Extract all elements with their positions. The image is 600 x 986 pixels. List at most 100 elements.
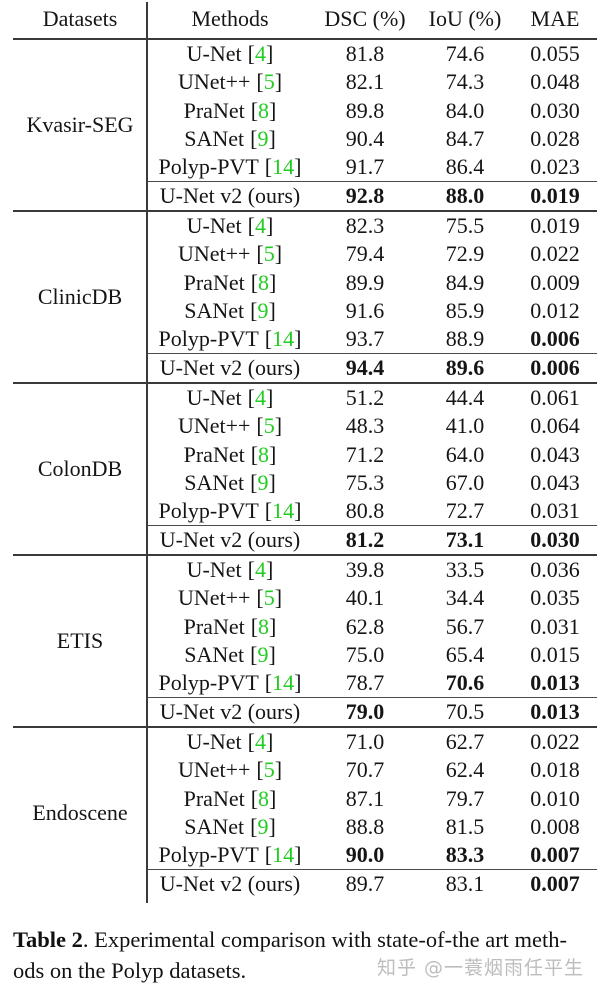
bracket-close: ] (274, 241, 283, 267)
table-row: U-Net v2 (ours) 81.2 73.1 0.030 (147, 526, 597, 554)
iou-value-cell: 33.5 (445, 557, 485, 583)
table-row: UNet++ [5] 70.7 62.4 0.018 (147, 756, 597, 784)
bracket-open: [ (264, 498, 273, 524)
citation-ref-number: 9 (257, 642, 269, 668)
dsc-value-cell: 75.3 (345, 470, 385, 496)
table-row: U-Net v2 (ours) 89.7 83.1 0.007 (147, 870, 597, 898)
table-row: U-Net [4] 82.3 75.5 0.019 (147, 212, 597, 240)
table-row: PraNet [8] 87.1 79.7 0.010 (147, 785, 597, 813)
ours-row-top-rule (147, 525, 597, 526)
method-rows: U-Net [4] 71.0 62.7 0.022 UNet++ [5] 70.7 62.4 0.… (147, 728, 597, 898)
table-row: U-Net v2 (ours) 79.0 70.5 0.013 (147, 698, 597, 726)
dataset-block: ClinicDB U-Net [4] 82.3 75.5 0.019 UNet++ [5] 79… (13, 212, 597, 384)
table-row: U-Net [4] 71.0 62.7 0.022 (147, 728, 597, 756)
bracket-open: [ (250, 470, 258, 496)
bracket-open: [ (256, 69, 264, 95)
mae-value-cell: 0.031 (530, 498, 580, 524)
bracket-close: ] (265, 385, 274, 411)
method-cell: UNet++ [5] (147, 756, 313, 784)
iou-value-cell: 75.5 (445, 213, 485, 239)
dsc-value-cell: 82.3 (345, 213, 385, 239)
mae-value-cell: 0.048 (530, 69, 580, 95)
citation-ref-number: 8 (258, 613, 270, 639)
method-name: Polyp-PVT (158, 670, 259, 696)
dsc-value-cell: 89.9 (345, 269, 385, 295)
method-cell: U-Net v2 (ours) (147, 354, 313, 382)
dsc-value-cell: 91.6 (345, 298, 385, 324)
col-header-methods: Methods (191, 6, 269, 31)
table-caption: Table 2. Experimental comparison with st… (13, 924, 591, 986)
citation-bracket: [9] (250, 126, 276, 152)
citation-ref-number: 4 (254, 385, 266, 411)
method-name: PraNet (183, 269, 245, 295)
iou-value-cell: 70.6 (445, 670, 485, 696)
bracket-close: ] (274, 69, 283, 95)
iou-value-cell: 44.4 (445, 385, 485, 411)
method-cell: U-Net [4] (147, 728, 313, 756)
method-cell: U-Net [4] (147, 556, 313, 584)
mae-value-cell: 0.007 (530, 842, 580, 868)
citation-ref-number: 8 (258, 97, 270, 123)
dsc-value-cell: 79.4 (345, 241, 385, 267)
citation-bracket: [8] (251, 270, 277, 296)
bracket-open: [ (250, 126, 258, 152)
table-row: UNet++ [5] 79.4 72.9 0.022 (147, 240, 597, 268)
method-cell: SANet [9] (147, 813, 313, 841)
bracket-open: [ (250, 613, 259, 639)
dsc-value-cell: 62.8 (345, 613, 385, 639)
table-row: Polyp-PVT [14] 91.7 86.4 0.023 (147, 153, 597, 181)
method-name: UNet++ (177, 757, 251, 783)
bracket-open: [ (264, 326, 273, 352)
table-row: U-Net v2 (ours) 94.4 89.6 0.006 (147, 354, 597, 382)
citation-ref-number: 9 (257, 126, 269, 152)
col-header-datasets: Datasets (42, 6, 118, 31)
dsc-value-cell: 92.8 (345, 182, 385, 208)
citation-ref-number: 14 (272, 670, 295, 696)
method-cell: SANet [9] (147, 469, 313, 497)
iou-value-cell: 81.5 (445, 814, 485, 840)
method-cell: U-Net v2 (ours) (147, 526, 313, 554)
method-cell: Polyp-PVT [14] (147, 497, 313, 525)
mae-value-cell: 0.019 (530, 213, 580, 239)
iou-value-cell: 83.3 (445, 842, 485, 868)
dsc-value-cell: 48.3 (345, 413, 385, 439)
table-row: U-Net [4] 81.8 74.6 0.055 (147, 40, 597, 68)
bracket-open: [ (250, 642, 258, 668)
bracket-close: ] (268, 126, 276, 152)
citation-ref-number: 5 (263, 413, 275, 439)
method-name: U-Net (186, 557, 242, 583)
citation-bracket: [14] (265, 154, 302, 180)
dataset-label: ClinicDB (37, 284, 123, 309)
table-row: SANet [9] 88.8 81.5 0.008 (147, 813, 597, 841)
citation-ref-number: 4 (254, 557, 266, 583)
bracket-close: ] (265, 213, 274, 239)
citation-ref-number: 14 (272, 498, 295, 524)
method-name: UNet++ (177, 585, 251, 611)
method-cell: PraNet [8] (147, 97, 313, 125)
dsc-value-cell: 79.0 (345, 698, 385, 724)
dsc-value-cell: 88.8 (345, 814, 385, 840)
table-row: PraNet [8] 89.8 84.0 0.030 (147, 97, 597, 125)
mae-value-cell: 0.023 (530, 154, 580, 180)
dsc-value-cell: 71.2 (345, 441, 385, 467)
citation-bracket: [8] (251, 442, 277, 468)
method-cell: PraNet [8] (147, 613, 313, 641)
bracket-open: [ (256, 585, 264, 611)
table-row: SANet [9] 75.0 65.4 0.015 (147, 641, 597, 669)
iou-value-cell: 72.7 (445, 498, 485, 524)
bracket-close: ] (274, 413, 283, 439)
method-rows: U-Net [4] 51.2 44.4 0.061 UNet++ [5] 48.3 41.0 0.… (147, 384, 597, 554)
method-cell: U-Net [4] (147, 384, 313, 412)
citation-bracket: [4] (248, 385, 274, 411)
table-row: SANet [9] 91.6 85.9 0.012 (147, 297, 597, 325)
mae-value-cell: 0.022 (530, 241, 580, 267)
zhihu-watermark: 知乎 @一蓑烟雨任平生 (376, 957, 584, 979)
bracket-open: [ (256, 757, 264, 783)
method-name: SANet (184, 470, 245, 496)
method-name: U-Net (186, 41, 242, 67)
col-header-iou: IoU (%) (428, 6, 502, 31)
citation-bracket: [9] (250, 298, 276, 324)
bracket-close: ] (268, 814, 276, 840)
caption-label: Table 2 (13, 927, 83, 952)
mae-value-cell: 0.036 (530, 557, 580, 583)
